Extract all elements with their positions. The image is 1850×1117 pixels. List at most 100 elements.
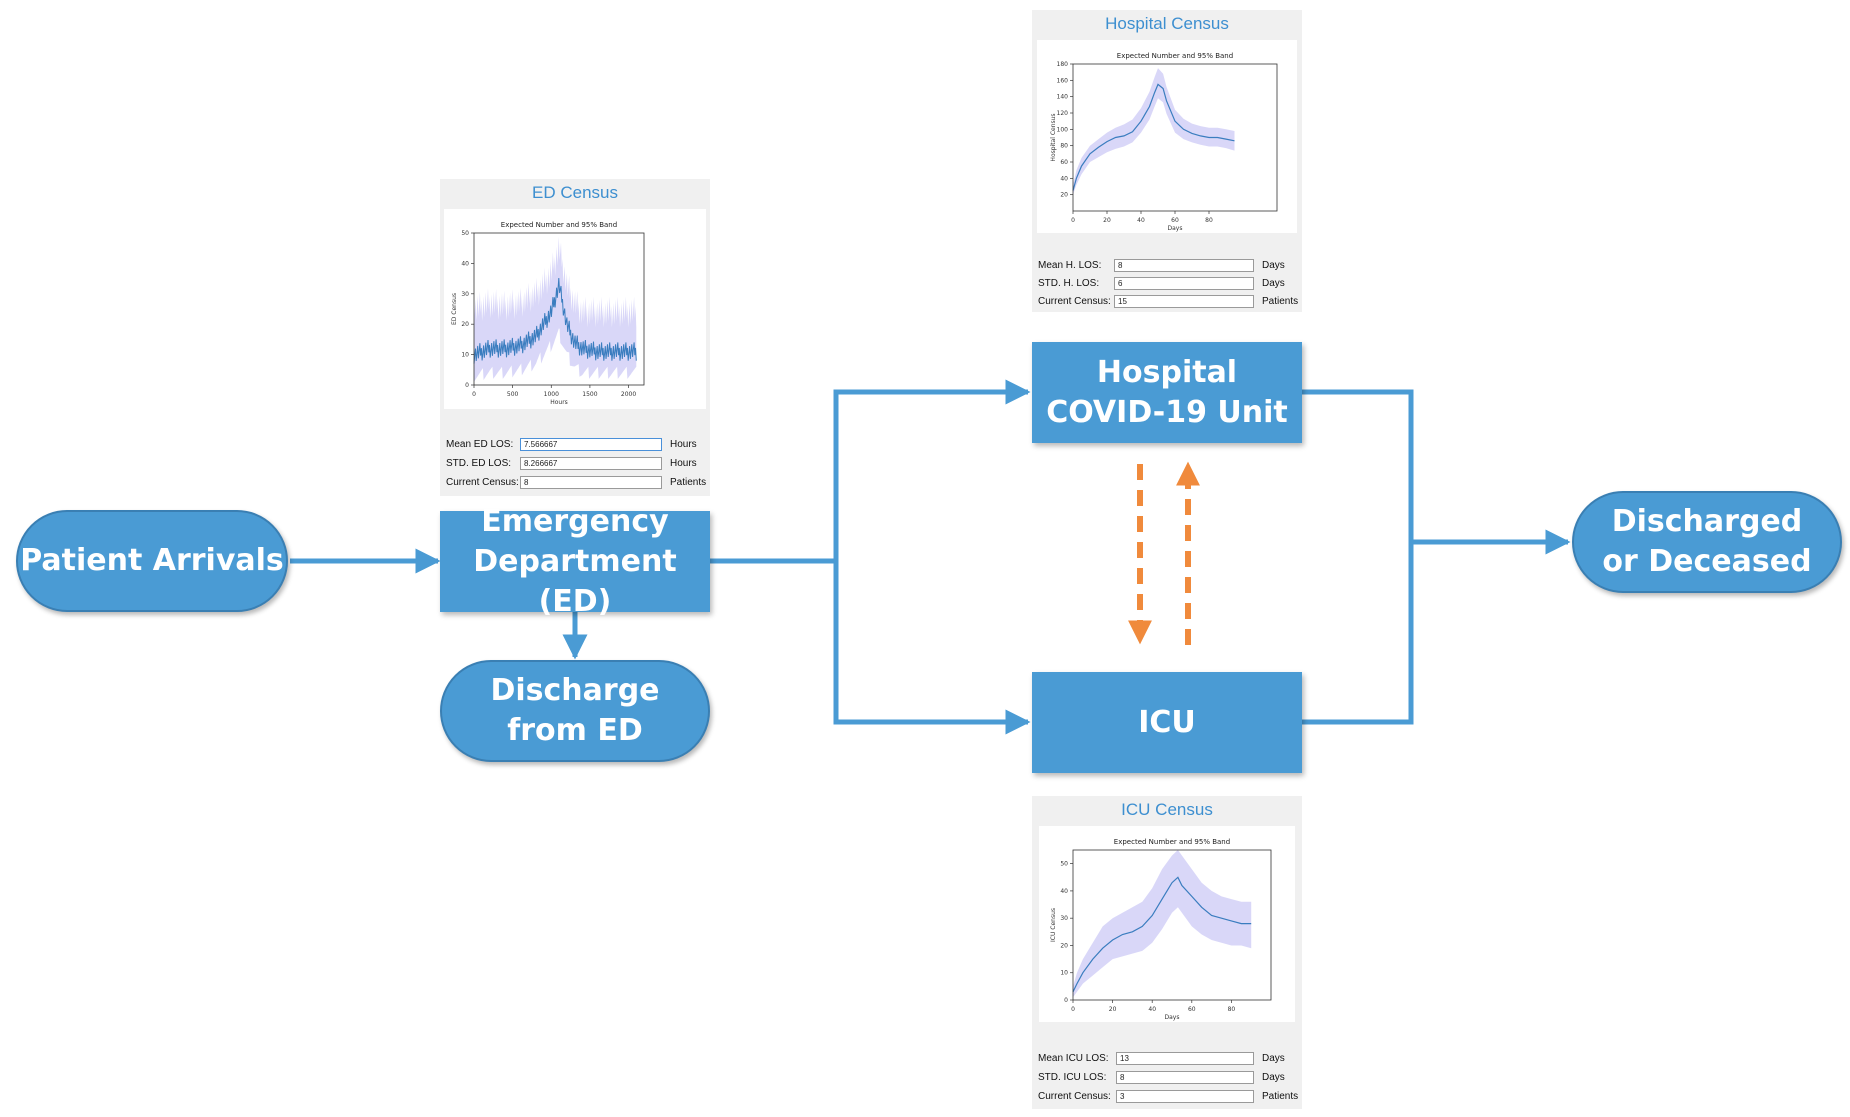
x-tick-label: 60	[1188, 1006, 1196, 1013]
hospital-current-census-input[interactable]: 15	[1114, 295, 1254, 308]
field-row: Mean ICU LOS: 13 Days	[1036, 1052, 1298, 1068]
y-tick-label: 30	[461, 291, 469, 298]
mean-line	[1072, 876, 1252, 993]
std-ed-los-input[interactable]: 8.266667	[520, 457, 662, 470]
y-tick-label: 50	[461, 230, 469, 237]
field-unit: Hours	[670, 439, 697, 450]
x-tick-label: 0	[472, 391, 476, 398]
arrow-ed-to-hospital	[833, 379, 1031, 561]
node-label: Discharge from ED	[490, 673, 660, 748]
field-row: STD. ICU LOS: 8 Days	[1036, 1071, 1298, 1087]
y-tick-label: 160	[1057, 77, 1069, 84]
field-label: Current Census:	[446, 477, 519, 488]
field-row: Current Census: 3 Patients	[1036, 1090, 1298, 1106]
y-tick-label: 40	[1060, 175, 1068, 182]
node-label: Emergency Department (ED)	[473, 503, 677, 619]
x-tick-label: 60	[1171, 217, 1179, 224]
confidence-band	[1073, 68, 1235, 195]
x-axis-label: Hours	[550, 399, 568, 406]
y-tick-label: 100	[1057, 126, 1069, 133]
std-icu-los-input[interactable]: 8	[1116, 1071, 1254, 1084]
field-unit: Hours	[670, 458, 697, 469]
field-label: Mean H. LOS:	[1038, 260, 1102, 271]
confidence-band	[474, 236, 637, 382]
x-axis-label: Days	[1165, 1014, 1180, 1021]
hospital-census-chart-svg: Expected Number and 95% Band 0 20 40 60 80 20 4…	[1050, 52, 1278, 232]
x-tick-label: 500	[507, 391, 519, 398]
y-tick-label: 40	[461, 260, 469, 267]
panel-title: ED Census	[532, 183, 618, 202]
icu-census-chart: Expected Number and 95% Band 0 20 40 60 80 0 10…	[1039, 826, 1295, 1022]
y-tick-label: 20	[461, 321, 469, 328]
x-tick-label: 0	[1071, 1006, 1075, 1013]
x-axis-label: Days	[1168, 225, 1183, 232]
mean-icu-los-input[interactable]: 13	[1116, 1052, 1254, 1065]
y-tick-label: 20	[1060, 942, 1068, 949]
y-tick-label: 20	[1060, 192, 1068, 199]
field-label: Mean ICU LOS:	[1038, 1053, 1109, 1064]
arrow-ed-to-icu	[833, 561, 1031, 735]
field-row: Current Census: 15 Patients	[1036, 295, 1298, 311]
y-tick-label: 10	[1060, 970, 1068, 977]
hospital-census-chart: Expected Number and 95% Band 0 20 40 60 80 20 4…	[1037, 40, 1297, 233]
plot-frame	[1072, 849, 1272, 1001]
x-tick-label: 1500	[582, 391, 597, 398]
field-row: STD. H. LOS: 6 Days	[1036, 277, 1298, 293]
y-tick-label: 140	[1057, 94, 1069, 101]
mean-hospital-los-input[interactable]: 8	[1114, 259, 1254, 272]
field-row: Current Census: 8 Patients	[444, 476, 706, 492]
field-row: STD. ED LOS: 8.266667 Hours	[444, 457, 706, 473]
node-label: Patient Arrivals	[20, 543, 284, 578]
y-tick-label: 0	[465, 382, 469, 389]
chart-title: Expected Number and 95% Band	[1117, 52, 1233, 60]
field-unit: Days	[1262, 1072, 1285, 1083]
y-axis-label: Hospital Census	[1050, 113, 1057, 161]
mean-line	[473, 277, 637, 364]
y-tick-label: 180	[1057, 61, 1069, 68]
node-hospital-covid-unit: Hospital COVID-19 Unit	[1032, 342, 1302, 443]
ed-current-census-input[interactable]: 8	[520, 476, 662, 489]
y-axis-label: ICU Census	[1050, 908, 1057, 942]
y-tick-label: 40	[1060, 888, 1068, 895]
field-row: Mean ED LOS: 7.566667 Hours	[444, 438, 706, 454]
x-tick-label: 1000	[544, 391, 559, 398]
x-tick-label: 20	[1103, 217, 1111, 224]
node-discharged-or-deceased: Discharged or Deceased	[1572, 491, 1842, 593]
field-label: STD. ED LOS:	[446, 458, 512, 469]
x-tick-label: 40	[1148, 1006, 1156, 1013]
field-label: STD. ICU LOS:	[1038, 1072, 1107, 1083]
y-tick-label: 30	[1060, 915, 1068, 922]
y-axis-label: ED Census	[451, 293, 458, 325]
y-tick-label: 50	[1060, 861, 1068, 868]
x-tick-label: 80	[1205, 217, 1213, 224]
field-label: STD. H. LOS:	[1038, 278, 1100, 289]
y-tick-label: 120	[1057, 110, 1069, 117]
field-unit: Days	[1262, 260, 1285, 271]
node-patient-arrivals: Patient Arrivals	[16, 510, 288, 612]
std-hospital-los-input[interactable]: 6	[1114, 277, 1254, 290]
field-unit: Patients	[670, 477, 707, 488]
hospital-census-panel: Hospital Census Expected Number and 95% …	[1032, 10, 1302, 312]
panel-title: ICU Census	[1121, 800, 1213, 819]
confidence-band	[1073, 850, 1252, 998]
x-tick-label: 0	[1071, 217, 1075, 224]
x-tick-label: 20	[1109, 1006, 1117, 1013]
field-unit: Days	[1262, 1053, 1285, 1064]
panel-title: Hospital Census	[1105, 14, 1229, 33]
field-label: Current Census:	[1038, 1091, 1111, 1102]
y-tick-label: 10	[461, 352, 469, 359]
field-label: Mean ED LOS:	[446, 439, 514, 450]
chart-title: Expected Number and 95% Band	[501, 221, 617, 229]
icu-current-census-input[interactable]: 3	[1116, 1090, 1254, 1103]
mean-ed-los-input[interactable]: 7.566667	[520, 438, 662, 451]
node-icu: ICU	[1032, 672, 1302, 773]
node-discharge-from-ed: Discharge from ED	[440, 660, 710, 762]
x-tick-label: 2000	[621, 391, 636, 398]
field-row: Mean H. LOS: 8 Days	[1036, 259, 1298, 275]
field-label: Current Census:	[1038, 296, 1111, 307]
x-tick-label: 40	[1137, 217, 1145, 224]
field-unit: Patients	[1262, 296, 1299, 307]
x-tick-label: 80	[1228, 1006, 1236, 1013]
